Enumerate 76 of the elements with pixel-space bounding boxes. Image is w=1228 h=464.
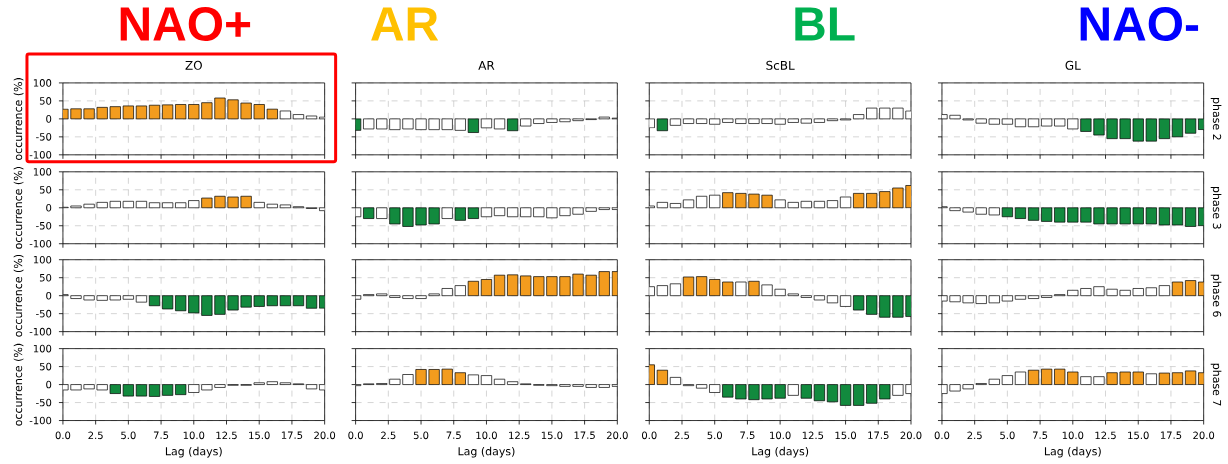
y2-axis-title: phase 7 <box>1210 363 1222 406</box>
x-tick-label: 17.5 <box>868 431 889 439</box>
y-tick-label: 50 <box>39 273 52 282</box>
x-tick-label: 15.0 <box>835 431 857 440</box>
x-tick-label: 5.0 <box>413 431 429 440</box>
y-tick-label: -100 <box>29 150 52 159</box>
x-tick-label: 20.0 <box>606 431 628 440</box>
x-tick-label: 7.5 <box>446 431 461 439</box>
y-tick-label: 100 <box>33 255 52 264</box>
y-tick-label: -50 <box>36 398 52 407</box>
y-tick-label: -100 <box>29 416 52 425</box>
x-tick-label: 15.0 <box>541 431 563 440</box>
x-tick-label: 12.5 <box>216 431 237 440</box>
x-tick-label: 2.5 <box>967 431 982 440</box>
x-tick-label: 5.0 <box>121 431 136 440</box>
text: AR <box>371 7 439 41</box>
text: BL <box>795 7 855 41</box>
x-tick-label: 20.0 <box>1193 431 1215 440</box>
x-tick-label: 5.0 <box>1000 431 1015 440</box>
y-tick-label: 50 <box>39 362 52 371</box>
x-tick-label: 12.5 <box>509 431 530 440</box>
x-tick-label: 17.5 <box>1160 431 1182 439</box>
x-tick-label: 0.0 <box>55 431 71 440</box>
x-tick-label: 2.5 <box>674 431 690 440</box>
y-tick-label: -100 <box>29 239 52 248</box>
x-tick-label: 10.0 <box>183 431 205 440</box>
x-tick-label: 17.5 <box>574 431 595 439</box>
x-tick-label: 15.0 <box>249 431 270 440</box>
y2-axis-title: phase 2 <box>1210 97 1222 140</box>
chart-title: GL <box>1065 60 1081 70</box>
x-axis-title: Lag (days) <box>458 446 515 458</box>
x-tick-label: 5.0 <box>707 431 722 440</box>
x-tick-label: 0.0 <box>348 431 363 440</box>
y-tick-label: 50 <box>39 185 52 194</box>
x-tick-label: 2.5 <box>381 431 396 440</box>
y-axis-title: occurrence (%) <box>13 78 24 160</box>
x-tick-label: 7.5 <box>153 431 169 439</box>
chart-title: AR <box>478 61 495 70</box>
y-tick-label: 100 <box>33 344 52 353</box>
x-tick-label: 10.0 <box>1062 431 1084 440</box>
y-tick-label: 0 <box>46 115 52 123</box>
x-tick-label: 0.0 <box>642 431 657 440</box>
x-tick-label: 20.0 <box>900 431 922 440</box>
x-axis-title: Lag (days) <box>752 446 809 458</box>
y-tick-label: -50 <box>36 221 52 230</box>
chart-title: ScBL <box>766 60 795 70</box>
y-tick-label: 0 <box>46 291 52 300</box>
y-tick-label: -100 <box>29 327 52 336</box>
chart-title: ZO <box>185 60 202 70</box>
y-tick-label: 50 <box>39 97 52 105</box>
y-tick-label: -50 <box>36 132 52 141</box>
x-tick-label: 12.5 <box>1095 431 1116 440</box>
x-tick-label: 10.0 <box>476 431 497 440</box>
y2-axis-title: phase 6 <box>1210 274 1222 317</box>
x-tick-label: 0.0 <box>934 431 950 440</box>
x-tick-label: 10.0 <box>770 431 791 440</box>
y-axis-title: occurrence (%) <box>13 343 24 426</box>
x-tick-label: 2.5 <box>88 431 103 440</box>
y-tick-label: 0 <box>46 380 52 389</box>
x-tick-label: 7.5 <box>740 431 755 439</box>
x-tick-label: 20.0 <box>314 431 336 440</box>
x-tick-label: 15.0 <box>1128 431 1149 440</box>
y-axis-title: occurrence (%) <box>13 166 24 249</box>
x-axis-title: Lag (days) <box>1044 446 1101 458</box>
x-axis-title: Lag (days) <box>165 446 222 458</box>
text: NAO+ <box>120 6 251 41</box>
y-axis-title: occurrence (%) <box>13 254 24 337</box>
x-tick-label: 7.5 <box>1032 431 1048 439</box>
y-tick-label: 100 <box>33 167 52 176</box>
text: NAO- <box>1080 6 1199 41</box>
y-tick-label: 0 <box>46 203 52 212</box>
y2-axis-title: phase 3 <box>1210 186 1222 229</box>
x-tick-label: 12.5 <box>802 431 824 440</box>
x-tick-label: 17.5 <box>281 431 303 439</box>
y-tick-label: 100 <box>33 79 52 87</box>
y-tick-label: -50 <box>36 309 52 318</box>
